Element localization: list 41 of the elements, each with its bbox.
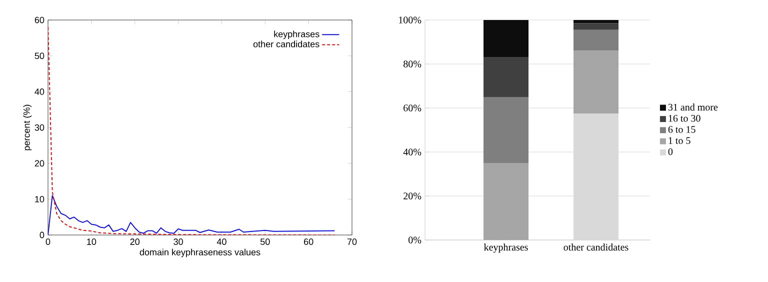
x-tick-label: 60 [304, 238, 314, 245]
legend-label: 0 [668, 148, 673, 156]
y-tick-label: 100% [399, 16, 422, 24]
bar [484, 97, 529, 163]
x-tick-label: keyphrases [484, 244, 528, 253]
bar [574, 114, 619, 240]
y-tick-label: 30 [34, 124, 44, 131]
line-series [48, 195, 336, 235]
x-tick-label: 70 [347, 238, 357, 245]
x-tick-label: 0 [46, 238, 50, 245]
y-tick-label: 20 [34, 160, 44, 167]
y-tick-label: 40 [34, 88, 44, 95]
y-tick-label: 60% [404, 104, 422, 112]
y-tick-label: 0 [40, 232, 44, 238]
x-tick-label: 20 [130, 238, 140, 245]
bar [574, 20, 619, 24]
bar [484, 20, 529, 58]
y-axis-title: percent (%) [23, 104, 32, 150]
bar [574, 50, 619, 114]
bar [484, 163, 529, 240]
y-tick-label: 10 [35, 196, 44, 202]
x-axis-title: domain keyphraseness values [140, 248, 260, 258]
legend-label: 1 to 5 [668, 137, 690, 144]
legend-label: other candidates [253, 40, 320, 48]
x-tick-label: 10 [87, 238, 96, 245]
legend-label: 16 to 30 [668, 114, 700, 122]
y-tick-label: 20% [404, 192, 422, 200]
legend-label: 6 to 15 [668, 126, 696, 133]
y-tick-label: 40% [403, 148, 422, 156]
legend-label: keyphrases [274, 30, 320, 40]
x-tick-label: 30 [174, 238, 183, 245]
y-tick-label: 0% [408, 236, 422, 244]
y-tick-label: 80% [404, 60, 422, 68]
x-tick-label: 50 [260, 238, 270, 245]
bar [574, 23, 619, 30]
x-tick-label: 40 [216, 238, 226, 245]
y-tick-label: 60 [34, 16, 44, 24]
legend-label: 31 and more [668, 104, 718, 111]
bar [574, 30, 619, 51]
y-tick-label: 50 [34, 52, 44, 60]
bar [484, 57, 529, 97]
